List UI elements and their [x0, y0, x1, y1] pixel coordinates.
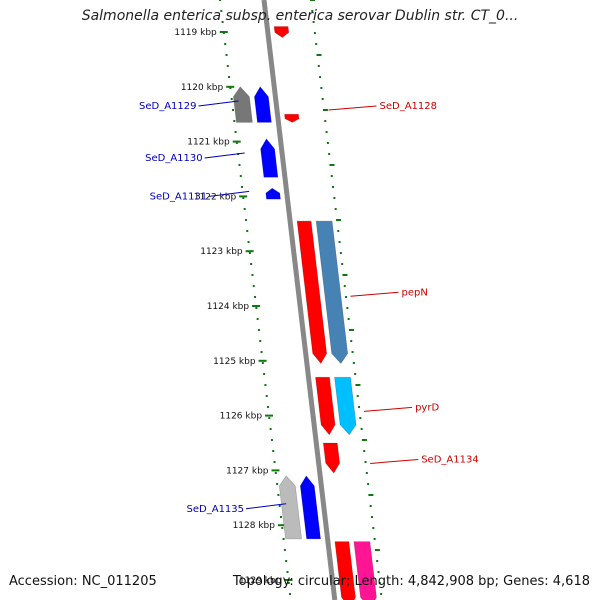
tick-label: 1119 kbp	[174, 28, 217, 38]
gene-label[interactable]: SeD_A1130	[145, 153, 203, 164]
tick-label: 1123 kbp	[200, 247, 243, 257]
gene-feature[interactable]	[353, 541, 377, 600]
label-leader-line	[198, 100, 239, 107]
gene-feature[interactable]	[233, 86, 253, 123]
gene-feature[interactable]	[315, 220, 349, 364]
gene-feature[interactable]	[334, 541, 356, 600]
label-leader-line	[204, 152, 245, 159]
tick-label: 1125 kbp	[213, 357, 256, 367]
tick-label: 1128 kbp	[233, 521, 276, 531]
feature-layer	[233, 26, 377, 600]
gene-feature[interactable]	[273, 26, 290, 38]
gene-feature[interactable]	[265, 187, 281, 200]
label-layer: SeD_A1128 SeD_A1129 SeD_A1130 SeD_A1131 pepN…	[139, 100, 479, 515]
tick-label: 1120 kbp	[181, 83, 224, 93]
map-title: Salmonella enterica subsp. enterica sero…	[81, 8, 519, 24]
tick-layer: 1119 kbp 1120 kbp 1121 kbp 1122 kbp 1123 kbp…	[174, 0, 383, 595]
gene-label[interactable]: pepN	[401, 287, 427, 298]
gene-feature[interactable]	[254, 86, 272, 123]
genome-summary-text: Topology: circular; Length: 4,842,908 bp…	[232, 574, 590, 589]
tick-label: 1124 kbp	[207, 302, 250, 312]
gene-label[interactable]: SeD_A1129	[139, 101, 197, 112]
gene-feature[interactable]	[334, 376, 357, 436]
gene-feature[interactable]	[296, 220, 328, 365]
gene-label[interactable]: pyrD	[415, 402, 439, 413]
gene-feature[interactable]	[260, 138, 279, 178]
tick-label: 1127 kbp	[226, 466, 269, 476]
gene-feature[interactable]	[322, 442, 341, 474]
tick-label: 1121 kbp	[187, 138, 230, 148]
accession-text: Accession: NC_011205	[9, 574, 157, 589]
gene-label[interactable]: SeD_A1134	[421, 454, 479, 465]
backbone-line	[261, 0, 338, 600]
tick-label: 1129 kbp	[239, 576, 282, 586]
gene-feature[interactable]	[299, 475, 321, 540]
gene-feature[interactable]	[315, 376, 336, 436]
gene-label[interactable]: SeD_A1131	[150, 191, 208, 202]
gene-label[interactable]: SeD_A1128	[380, 101, 438, 112]
label-leader-line	[328, 105, 377, 111]
label-leader-line	[370, 458, 419, 464]
label-leader-line	[209, 190, 250, 197]
label-leader-line	[350, 291, 399, 297]
gene-label[interactable]: SeD_A1135	[187, 504, 245, 515]
gene-feature[interactable]	[284, 113, 300, 123]
label-leader-line	[245, 503, 287, 510]
gene-feature[interactable]	[278, 475, 302, 540]
label-leader-line	[364, 406, 413, 412]
tick-label: 1122 kbp	[194, 192, 237, 202]
tick-label: 1126 kbp	[220, 412, 263, 422]
